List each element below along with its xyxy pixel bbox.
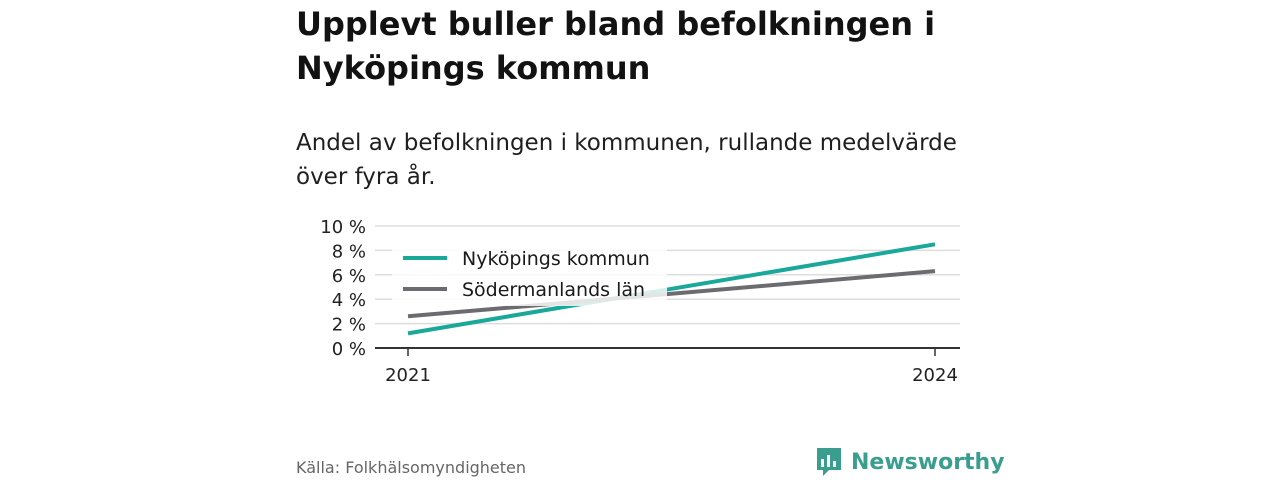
- y-tick-label: 2 %: [332, 315, 366, 336]
- y-tick-label: 4 %: [332, 290, 366, 311]
- y-tick-label: 0 %: [332, 339, 366, 360]
- chart-subtitle: Andel av befolkningen i kommunen, rullan…: [296, 130, 957, 190]
- brand-logo: Newsworthy: [815, 446, 1005, 478]
- series-line-1: [407, 242, 936, 336]
- brand-name: Newsworthy: [851, 449, 1005, 475]
- series-line-2: [407, 269, 936, 319]
- x-tick-label: 2021: [385, 365, 431, 386]
- x-tick-label: 2024: [912, 365, 958, 386]
- series-lines: [407, 242, 936, 336]
- y-tick-label: 6 %: [332, 266, 366, 287]
- legend: Nyköpings kommun Södermanlands län: [392, 240, 667, 306]
- legend-label: Nyköpings kommun: [462, 248, 650, 270]
- legend-background: [392, 240, 667, 306]
- newsworthy-icon: [817, 448, 841, 476]
- y-tick-label: 8 %: [332, 241, 366, 262]
- chart-title: Upplevt buller bland befolkningen i Nykö…: [296, 5, 936, 87]
- source-note: Källa: Folkhälsomyndigheten: [296, 458, 527, 477]
- x-axis-ticks: 2021 2024: [385, 348, 958, 386]
- y-tick-label: 10 %: [320, 217, 366, 238]
- legend-label: Södermanlands län: [462, 279, 645, 301]
- y-axis-ticks: 0 % 2 % 4 % 6 % 8 % 10 %: [320, 217, 366, 360]
